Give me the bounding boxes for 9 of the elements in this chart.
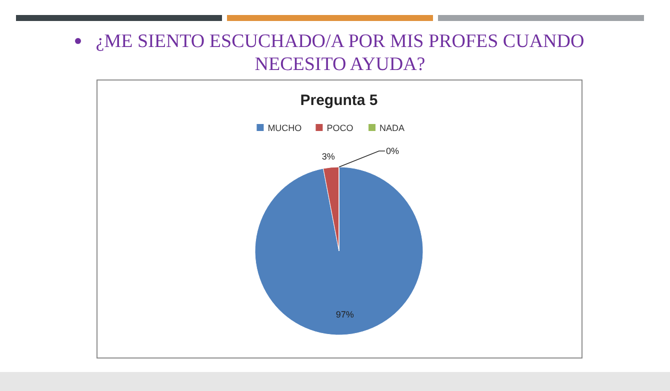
text: 0% <box>386 146 400 156</box>
pie-slice <box>254 166 424 336</box>
legend-label: POCO <box>326 123 354 133</box>
data-label: 97% <box>336 310 354 320</box>
data-label: 3% <box>322 151 335 162</box>
chart-title: ¿ME SIENTO ESCUCHADO/A POR MIS PROFES CUANDO NECESITO AYUDA? <box>96 31 584 75</box>
legend-label: MUCHO <box>268 123 302 133</box>
legend-label: NADA <box>380 123 405 133</box>
chart-subtitle: Pregunta 5 <box>300 92 378 109</box>
